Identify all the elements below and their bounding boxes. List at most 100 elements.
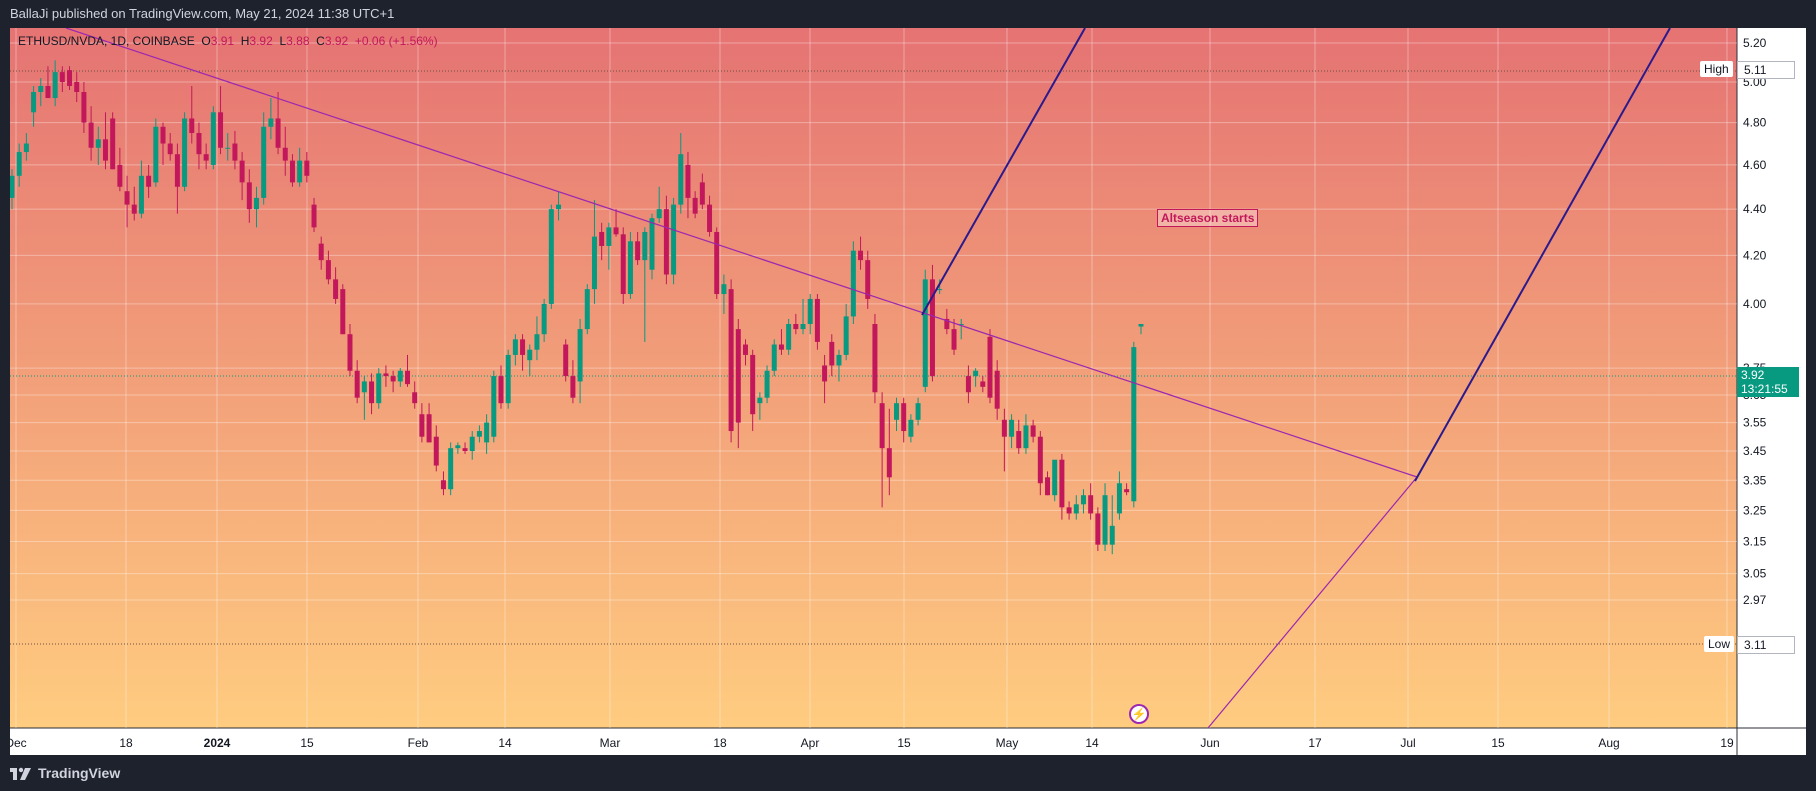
candle-body <box>218 112 224 148</box>
projection-line-2 <box>1414 27 1671 482</box>
candle-body <box>901 403 907 432</box>
candle-body <box>527 349 533 361</box>
candle-body <box>800 324 806 330</box>
candle-body <box>1102 495 1108 545</box>
candle-body <box>67 70 73 86</box>
candle-body <box>1030 425 1036 437</box>
candle-body <box>613 227 619 235</box>
candle-body <box>922 279 928 387</box>
open-value: 3.91 <box>210 34 235 48</box>
candle-body <box>822 365 828 382</box>
candle-body <box>980 381 986 387</box>
candle-body <box>1009 419 1015 437</box>
candle-body <box>160 126 166 144</box>
candle-body <box>419 414 425 437</box>
candle-body <box>31 91 37 113</box>
candle-body <box>253 197 259 210</box>
candle-body <box>1023 425 1029 449</box>
candle-body <box>210 112 216 165</box>
candle-body <box>124 191 130 205</box>
candle-body <box>1138 324 1144 327</box>
y-tick-label: 2.97 <box>1743 593 1767 607</box>
candle-body <box>462 448 468 452</box>
candle-body <box>174 154 180 187</box>
candle-body <box>599 231 605 246</box>
candle-body <box>38 85 44 92</box>
candle-body <box>929 279 935 377</box>
candle-body <box>721 284 727 295</box>
last-price-value: 3.92 <box>1741 368 1765 382</box>
altseason-annotation[interactable]: Altseason starts <box>1157 209 1259 227</box>
candle-body <box>505 354 511 404</box>
candle-body <box>728 289 734 432</box>
y-tick-label: 4.00 <box>1743 297 1767 311</box>
x-tick-label: 2024 <box>204 736 231 750</box>
candle-body <box>1095 513 1101 545</box>
candle-body <box>973 370 979 377</box>
drawings[interactable] <box>65 27 1671 729</box>
close-label: C <box>316 34 325 48</box>
candle-body <box>699 182 705 205</box>
candle-body <box>635 241 641 261</box>
candle-body <box>261 126 267 198</box>
candle-body <box>793 324 799 330</box>
x-tick-label: 15 <box>300 736 314 750</box>
candle-body <box>872 324 878 393</box>
y-tick-label: 3.05 <box>1743 567 1767 581</box>
y-tick-label: 3.15 <box>1743 534 1767 548</box>
candle-body <box>1066 507 1072 514</box>
candle-body <box>656 209 662 219</box>
candle-body <box>110 118 116 170</box>
published-text: BallaJi published on TradingView.com, Ma… <box>10 6 395 21</box>
tradingview-logo-icon <box>10 767 31 780</box>
candle-body <box>484 422 490 443</box>
candle-body <box>117 164 123 187</box>
candle-body <box>311 204 317 228</box>
ascending-triangle-line <box>1207 476 1418 729</box>
candle-body <box>678 154 684 205</box>
candle-body <box>405 370 411 385</box>
candle-body <box>289 160 295 183</box>
candle-body <box>426 414 432 443</box>
low-tag-value: 3.11 <box>1737 636 1795 654</box>
x-tick-label: Feb <box>408 736 429 750</box>
price-chart[interactable]: 5.205.004.804.604.404.204.003.753.653.55… <box>5 27 1806 755</box>
candle-body <box>153 126 159 183</box>
tradingview-logo[interactable]: TradingView <box>10 765 120 781</box>
candle-body <box>239 160 245 183</box>
x-tick-label: 18 <box>119 736 133 750</box>
candle-body <box>146 175 152 187</box>
symbol-name[interactable]: ETHUSD/NVDA, 1D, COINBASE <box>18 34 195 48</box>
high-label: H <box>240 34 250 48</box>
candle-body <box>1059 459 1065 508</box>
candle-body <box>951 329 957 350</box>
y-tick-label: 3.55 <box>1743 416 1767 430</box>
candle-body <box>663 209 669 275</box>
candle-body <box>786 324 792 350</box>
x-tick-label: 14 <box>1085 736 1099 750</box>
candle-body <box>908 419 914 437</box>
time-axis-ticks: Dec 18 2024 15 Feb 14 Mar 18 Apr 15 May 14 Jun 17 Jul 1… <box>5 736 1734 750</box>
candle-body <box>814 298 820 342</box>
candle-body <box>440 480 446 490</box>
candle-body <box>1109 525 1115 545</box>
low-label: L <box>279 34 287 48</box>
candle-body <box>16 152 22 176</box>
y-tick-label: 4.40 <box>1743 202 1767 216</box>
candle-body <box>858 250 864 261</box>
candle-body <box>498 376 504 404</box>
candle-body <box>944 318 950 330</box>
candles-series <box>9 60 1144 555</box>
x-tick-label: 14 <box>498 736 512 750</box>
candle-body <box>707 204 713 232</box>
symbol-legend[interactable]: ETHUSD/NVDA, 1D, COINBASE O3.91 H3.92 L3… <box>18 34 438 48</box>
chart-area[interactable]: 5.205.004.804.604.404.204.003.753.653.55… <box>5 27 1806 755</box>
candle-body <box>448 448 454 490</box>
candle-body <box>556 204 562 210</box>
candle-body <box>836 354 842 366</box>
candle-body <box>541 303 547 335</box>
candle-body <box>714 231 720 295</box>
candle-body <box>9 175 15 198</box>
candle-body <box>829 341 835 366</box>
lightning-icon[interactable]: ⚡ <box>1129 704 1149 724</box>
